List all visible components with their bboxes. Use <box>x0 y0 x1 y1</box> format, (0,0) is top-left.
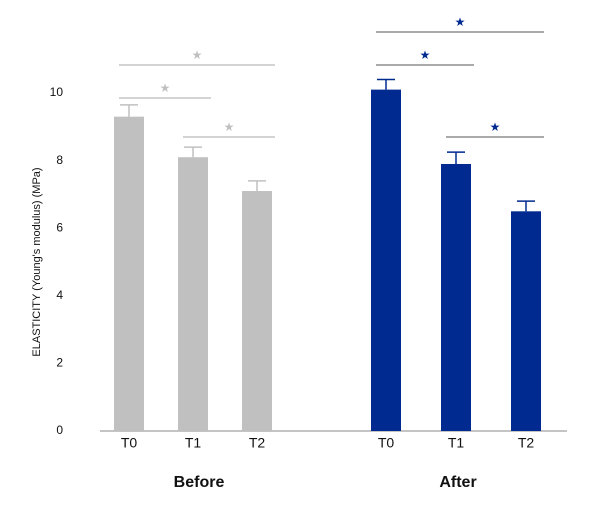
group-label: Before <box>174 474 225 491</box>
bar <box>441 163 471 432</box>
significance-star: ★ <box>420 48 431 62</box>
y-tick-label: 10 <box>50 85 64 99</box>
bar <box>371 89 401 432</box>
x-tick-label: T0 <box>378 435 395 451</box>
x-tick-label: T1 <box>448 435 465 451</box>
significance-star: ★ <box>490 120 501 134</box>
y-axis-label: ELASTICITY (Young's modulus) (MPa) <box>31 167 43 356</box>
significance-star: ★ <box>455 15 466 29</box>
y-tick-label: 2 <box>56 356 63 370</box>
x-tick-label: T2 <box>518 435 535 451</box>
y-tick-label: 4 <box>56 288 63 302</box>
group-label: After <box>439 474 476 491</box>
significance-star: ★ <box>224 120 235 134</box>
x-tick-label: T1 <box>185 435 202 451</box>
significance-star: ★ <box>192 48 203 62</box>
y-tick-label: 8 <box>56 153 63 167</box>
significance-star: ★ <box>160 81 171 95</box>
bar <box>114 116 144 431</box>
bar <box>178 157 208 431</box>
bar <box>242 191 272 431</box>
bar <box>511 211 541 431</box>
x-tick-label: T0 <box>121 435 138 451</box>
y-tick-label: 0 <box>56 423 63 437</box>
x-tick-label: T2 <box>249 435 266 451</box>
y-tick-label: 6 <box>56 220 63 234</box>
